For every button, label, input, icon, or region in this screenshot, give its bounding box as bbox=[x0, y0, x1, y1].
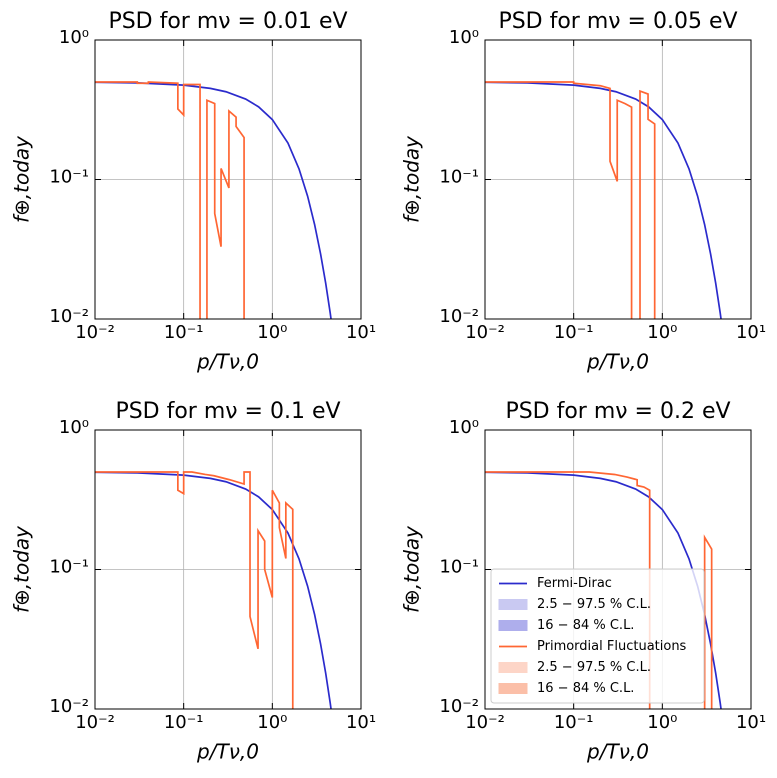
x-tick-label: 10⁻¹ bbox=[164, 322, 204, 343]
y-axis-label: f⊕,today bbox=[400, 525, 424, 613]
series-line bbox=[95, 471, 332, 709]
series-line bbox=[485, 81, 722, 319]
legend: Fermi-Dirac 2.5 − 97.5 % C.L. 16 − 84 % C.… bbox=[490, 568, 705, 704]
x-tick-label: 10⁻¹ bbox=[554, 712, 594, 733]
plot-frame bbox=[484, 39, 752, 320]
chart-title: PSD for mν = 0.05 eV bbox=[498, 9, 737, 34]
x-tick-label: 10⁰ bbox=[257, 712, 287, 733]
x-tick-label: 10¹ bbox=[346, 712, 376, 733]
legend-label: 16 − 84 % C.L. bbox=[537, 681, 634, 696]
y-tick-label: 10⁰ bbox=[449, 27, 479, 48]
y-tick-label: 10⁻² bbox=[49, 696, 89, 717]
x-tick-label: 10⁰ bbox=[647, 322, 677, 343]
subplot: 10⁻² 10⁻¹ 10⁰ 10¹ 10⁻² 10⁻¹ 10⁰ PSD for mν = 0.… bbox=[10, 9, 377, 374]
legend-label: Primordial Fluctuations bbox=[537, 639, 687, 654]
series-line bbox=[95, 81, 245, 319]
x-axis-label: p/Tν,0 bbox=[586, 740, 649, 764]
plot-frame bbox=[484, 429, 752, 710]
legend-label: 2.5 − 97.5 % C.L. bbox=[537, 660, 651, 675]
y-tick-label: 10⁰ bbox=[59, 27, 89, 48]
legend-swatch bbox=[498, 662, 528, 673]
y-axis-label: f⊕,today bbox=[10, 525, 34, 613]
series-line bbox=[95, 471, 294, 709]
x-tick-label: 10⁻¹ bbox=[554, 322, 594, 343]
y-tick-label: 10⁰ bbox=[449, 417, 479, 438]
subplot: 10⁻² 10⁻¹ 10⁰ 10¹ 10⁻² 10⁻¹ 10⁰ PSD for mν = 0.… bbox=[400, 9, 767, 374]
y-tick-label: 10⁻¹ bbox=[49, 167, 89, 188]
plot-frame bbox=[94, 429, 362, 710]
y-axis-label: f⊕,today bbox=[400, 135, 424, 223]
x-tick-label: 10⁻² bbox=[75, 322, 115, 343]
legend-label: 2.5 − 97.5 % C.L. bbox=[537, 597, 651, 612]
x-tick-label: 10⁻¹ bbox=[164, 712, 204, 733]
x-tick-label: 10⁰ bbox=[647, 712, 677, 733]
y-tick-label: 10⁻² bbox=[439, 306, 479, 327]
y-tick-label: 10⁻¹ bbox=[439, 557, 479, 578]
x-axis-label: p/Tν,0 bbox=[586, 350, 649, 374]
y-axis-label: f⊕,today bbox=[10, 135, 34, 223]
y-tick-label: 10⁰ bbox=[59, 417, 89, 438]
chart-title: PSD for mν = 0.1 eV bbox=[115, 399, 340, 424]
series-line bbox=[95, 81, 332, 319]
x-tick-label: 10¹ bbox=[736, 712, 766, 733]
y-tick-label: 10⁻² bbox=[439, 696, 479, 717]
x-tick-label: 10¹ bbox=[346, 322, 376, 343]
series-line bbox=[485, 81, 656, 319]
x-tick-label: 10⁻² bbox=[75, 712, 115, 733]
x-tick-label: 10⁻² bbox=[465, 322, 505, 343]
y-tick-label: 10⁻¹ bbox=[439, 167, 479, 188]
legend-swatch bbox=[498, 620, 528, 631]
x-tick-label: 10⁰ bbox=[257, 322, 287, 343]
subplot: 10⁻² 10⁻¹ 10⁰ 10¹ 10⁻² 10⁻¹ 10⁰ PSD for mν = 0.… bbox=[400, 399, 767, 764]
subplot: 10⁻² 10⁻¹ 10⁰ 10¹ 10⁻² 10⁻¹ 10⁰ PSD for mν = 0.… bbox=[10, 399, 377, 764]
chart-title: PSD for mν = 0.01 eV bbox=[108, 9, 347, 34]
y-tick-label: 10⁻² bbox=[49, 306, 89, 327]
y-tick-label: 10⁻¹ bbox=[49, 557, 89, 578]
x-axis-label: p/Tν,0 bbox=[196, 350, 259, 374]
x-tick-label: 10⁻² bbox=[465, 712, 505, 733]
series-line bbox=[485, 471, 722, 709]
legend-swatch bbox=[498, 683, 528, 694]
legend-swatch bbox=[498, 599, 528, 610]
legend-box bbox=[490, 568, 705, 704]
legend-label: Fermi-Dirac bbox=[537, 576, 612, 591]
x-tick-label: 10¹ bbox=[736, 322, 766, 343]
chart-title: PSD for mν = 0.2 eV bbox=[505, 399, 730, 424]
x-axis-label: p/Tν,0 bbox=[196, 740, 259, 764]
series-line bbox=[485, 471, 713, 709]
legend-label: 16 − 84 % C.L. bbox=[537, 618, 634, 633]
plot-frame bbox=[94, 39, 362, 320]
